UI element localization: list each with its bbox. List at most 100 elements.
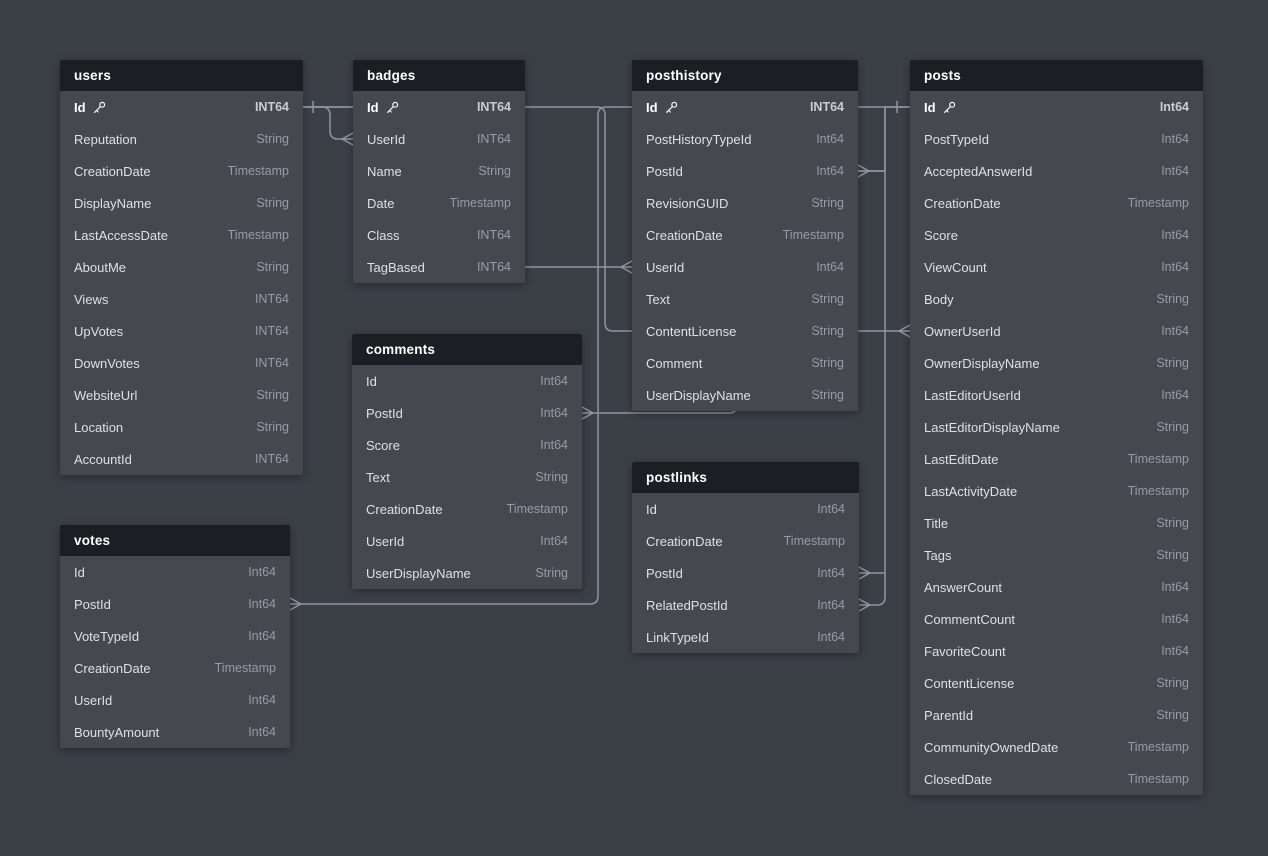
field-row-posthistory-UserDisplayName[interactable]: UserDisplayName String: [632, 379, 858, 411]
field-row-posts-Tags[interactable]: Tags String: [910, 539, 1203, 571]
table-badges[interactable]: badges Id INT64 UserId INT64 Name String Date Ti…: [353, 60, 525, 283]
field-row-comments-Text[interactable]: Text String: [352, 461, 582, 493]
field-row-postlinks-LinkTypeId[interactable]: LinkTypeId Int64: [632, 621, 859, 653]
field-row-users-DisplayName[interactable]: DisplayName String: [60, 187, 303, 219]
field-type-label: String: [811, 388, 844, 402]
field-row-posts-ClosedDate[interactable]: ClosedDate Timestamp: [910, 763, 1203, 795]
field-row-posts-LastEditorUserId[interactable]: LastEditorUserId Int64: [910, 379, 1203, 411]
field-name-label: TagBased: [367, 259, 425, 275]
field-type-label: Int64: [1161, 388, 1189, 402]
field-row-posthistory-ContentLicense[interactable]: ContentLicense String: [632, 315, 858, 347]
field-name-label: Tags: [924, 547, 952, 563]
field-row-postlinks-Id[interactable]: Id Int64: [632, 493, 859, 525]
field-row-users-AboutMe[interactable]: AboutMe String: [60, 251, 303, 283]
field-row-posthistory-RevisionGUID[interactable]: RevisionGUID String: [632, 187, 858, 219]
field-name-label: LastActivityDate: [924, 483, 1018, 499]
field-row-badges-Id[interactable]: Id INT64: [353, 91, 525, 123]
table-votes[interactable]: votes Id Int64 PostId Int64 VoteTypeId Int64 Cr…: [60, 525, 290, 748]
field-row-posts-OwnerDisplayName[interactable]: OwnerDisplayName String: [910, 347, 1203, 379]
table-posts[interactable]: posts Id Int64 PostTypeId Int64 AcceptedAnswe…: [910, 60, 1203, 795]
field-name-label: Id: [924, 99, 936, 115]
field-row-comments-UserId[interactable]: UserId Int64: [352, 525, 582, 557]
field-type-label: Int64: [1161, 228, 1189, 242]
field-row-users-Reputation[interactable]: Reputation String: [60, 123, 303, 155]
field-row-votes-Id[interactable]: Id Int64: [60, 556, 290, 588]
table-comments[interactable]: comments Id Int64 PostId Int64 Score Int64 Text…: [352, 334, 582, 589]
field-row-postlinks-CreationDate[interactable]: CreationDate Timestamp: [632, 525, 859, 557]
field-name-label: Id: [367, 99, 379, 115]
table-header-postlinks[interactable]: postlinks: [632, 462, 859, 493]
field-row-postlinks-PostId[interactable]: PostId Int64: [632, 557, 859, 589]
field-row-posts-ContentLicense[interactable]: ContentLicense String: [910, 667, 1203, 699]
field-row-users-CreationDate[interactable]: CreationDate Timestamp: [60, 155, 303, 187]
field-row-posts-Title[interactable]: Title String: [910, 507, 1203, 539]
field-name-label: ContentLicense: [646, 323, 737, 339]
field-row-votes-BountyAmount[interactable]: BountyAmount Int64: [60, 716, 290, 748]
field-row-posthistory-Id[interactable]: Id INT64: [632, 91, 858, 123]
field-row-posts-AcceptedAnswerId[interactable]: AcceptedAnswerId Int64: [910, 155, 1203, 187]
field-row-comments-PostId[interactable]: PostId Int64: [352, 397, 582, 429]
field-row-comments-Id[interactable]: Id Int64: [352, 365, 582, 397]
field-row-posts-ParentId[interactable]: ParentId String: [910, 699, 1203, 731]
table-header-badges[interactable]: badges: [353, 60, 525, 91]
field-row-posts-CommunityOwnedDate[interactable]: CommunityOwnedDate Timestamp: [910, 731, 1203, 763]
field-row-users-AccountId[interactable]: AccountId INT64: [60, 443, 303, 475]
table-header-users[interactable]: users: [60, 60, 303, 91]
field-row-comments-Score[interactable]: Score Int64: [352, 429, 582, 461]
table-users[interactable]: users Id INT64 Reputation String CreationDate…: [60, 60, 303, 475]
field-row-posts-LastEditorDisplayName[interactable]: LastEditorDisplayName String: [910, 411, 1203, 443]
table-header-comments[interactable]: comments: [352, 334, 582, 365]
field-row-posthistory-CreationDate[interactable]: CreationDate Timestamp: [632, 219, 858, 251]
table-header-votes[interactable]: votes: [60, 525, 290, 556]
field-row-badges-Date[interactable]: Date Timestamp: [353, 187, 525, 219]
field-row-comments-CreationDate[interactable]: CreationDate Timestamp: [352, 493, 582, 525]
field-row-posts-AnswerCount[interactable]: AnswerCount Int64: [910, 571, 1203, 603]
field-row-users-Id[interactable]: Id INT64: [60, 91, 303, 123]
field-row-posts-OwnerUserId[interactable]: OwnerUserId Int64: [910, 315, 1203, 347]
field-name-label: AcceptedAnswerId: [924, 163, 1033, 179]
field-row-users-UpVotes[interactable]: UpVotes INT64: [60, 315, 303, 347]
field-row-postlinks-RelatedPostId[interactable]: RelatedPostId Int64: [632, 589, 859, 621]
field-row-posts-LastEditDate[interactable]: LastEditDate Timestamp: [910, 443, 1203, 475]
field-row-users-Views[interactable]: Views INT64: [60, 283, 303, 315]
field-name-label: Name: [367, 163, 402, 179]
field-row-votes-PostId[interactable]: PostId Int64: [60, 588, 290, 620]
field-row-posthistory-PostId[interactable]: PostId Int64: [632, 155, 858, 187]
field-row-posts-FavoriteCount[interactable]: FavoriteCount Int64: [910, 635, 1203, 667]
table-header-posthistory[interactable]: posthistory: [632, 60, 858, 91]
field-row-badges-TagBased[interactable]: TagBased INT64: [353, 251, 525, 283]
field-row-comments-UserDisplayName[interactable]: UserDisplayName String: [352, 557, 582, 589]
field-row-posthistory-UserId[interactable]: UserId Int64: [632, 251, 858, 283]
field-type-label: INT64: [254, 100, 289, 114]
field-row-posts-CommentCount[interactable]: CommentCount Int64: [910, 603, 1203, 635]
table-postlinks[interactable]: postlinks Id Int64 CreationDate Timestamp Pos…: [632, 462, 859, 653]
field-type-label: Int64: [1161, 612, 1189, 626]
field-row-posts-ViewCount[interactable]: ViewCount Int64: [910, 251, 1203, 283]
field-row-votes-VoteTypeId[interactable]: VoteTypeId Int64: [60, 620, 290, 652]
field-name-label: PostId: [646, 565, 683, 581]
field-row-posts-Score[interactable]: Score Int64: [910, 219, 1203, 251]
field-row-users-DownVotes[interactable]: DownVotes INT64: [60, 347, 303, 379]
field-row-posthistory-Comment[interactable]: Comment String: [632, 347, 858, 379]
field-row-posts-LastActivityDate[interactable]: LastActivityDate Timestamp: [910, 475, 1203, 507]
field-row-votes-CreationDate[interactable]: CreationDate Timestamp: [60, 652, 290, 684]
field-row-posts-Body[interactable]: Body String: [910, 283, 1203, 315]
field-type-label: Timestamp: [449, 196, 511, 210]
field-row-votes-UserId[interactable]: UserId Int64: [60, 684, 290, 716]
field-row-posts-CreationDate[interactable]: CreationDate Timestamp: [910, 187, 1203, 219]
field-row-badges-UserId[interactable]: UserId INT64: [353, 123, 525, 155]
field-row-posthistory-PostHistoryTypeId[interactable]: PostHistoryTypeId Int64: [632, 123, 858, 155]
field-row-posts-PostTypeId[interactable]: PostTypeId Int64: [910, 123, 1203, 155]
field-row-badges-Name[interactable]: Name String: [353, 155, 525, 187]
field-row-users-WebsiteUrl[interactable]: WebsiteUrl String: [60, 379, 303, 411]
field-row-badges-Class[interactable]: Class INT64: [353, 219, 525, 251]
field-row-posts-Id[interactable]: Id Int64: [910, 91, 1203, 123]
field-row-users-LastAccessDate[interactable]: LastAccessDate Timestamp: [60, 219, 303, 251]
table-header-posts[interactable]: posts: [910, 60, 1203, 91]
field-row-posthistory-Text[interactable]: Text String: [632, 283, 858, 315]
field-row-users-Location[interactable]: Location String: [60, 411, 303, 443]
table-posthistory[interactable]: posthistory Id INT64 PostHistoryTypeId Int64…: [632, 60, 858, 411]
primary-key-icon: [943, 101, 956, 114]
relationship-line: [870, 107, 886, 574]
